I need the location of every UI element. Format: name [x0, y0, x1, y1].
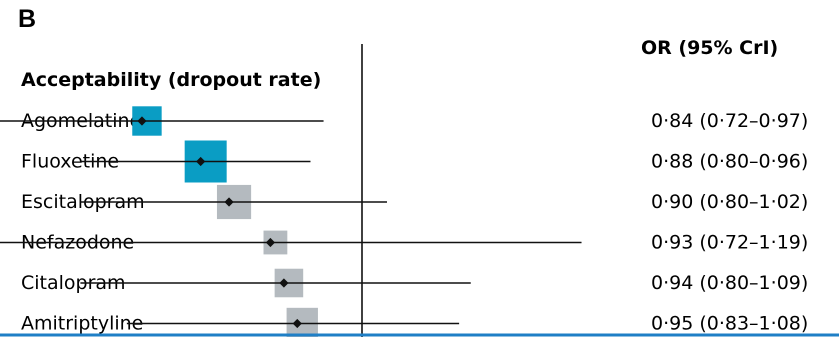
- row-label: Fluoxetine: [21, 151, 119, 173]
- row-value: 0·84 (0·72–0·97): [651, 110, 808, 132]
- row-value: 0·94 (0·80–1·09): [651, 272, 808, 294]
- forest-rows: Agomelatine 0·84 (0·72–0·97) Fluoxetine 0·8…: [0, 106, 808, 337]
- point-estimate: [196, 156, 206, 167]
- forest-row: Nefazodone 0·93 (0·72–1·19): [0, 230, 808, 255]
- panel-letter: B: [18, 5, 36, 33]
- forest-row: Escitalopram 0·90 (0·80–1·02): [21, 184, 808, 220]
- point-estimate: [279, 278, 289, 288]
- section-title: Acceptability (dropout rate): [21, 69, 321, 91]
- forest-row: Fluoxetine 0·88 (0·80–0·96): [21, 140, 808, 183]
- point-estimate: [224, 197, 234, 207]
- column-header: OR (95% CrI): [641, 37, 778, 59]
- forest-row: Agomelatine 0·84 (0·72–0·97): [0, 106, 808, 136]
- row-value: 0·88 (0·80–0·96): [651, 151, 808, 173]
- point-estimate: [292, 318, 302, 329]
- forest-row: Citalopram 0·94 (0·80–1·09): [21, 268, 808, 298]
- row-value: 0·90 (0·80–1·02): [651, 191, 808, 213]
- point-estimate: [265, 237, 276, 248]
- row-label: Citalopram: [21, 272, 126, 294]
- point-estimate: [137, 116, 147, 126]
- forest-row: Amitriptyline 0·95 (0·83–1·08): [21, 307, 808, 337]
- row-value: 0·93 (0·72–1·19): [651, 232, 808, 254]
- weight-box: [286, 307, 318, 337]
- row-value: 0·95 (0·83–1·08): [651, 313, 808, 335]
- row-label: Amitriptyline: [21, 313, 143, 335]
